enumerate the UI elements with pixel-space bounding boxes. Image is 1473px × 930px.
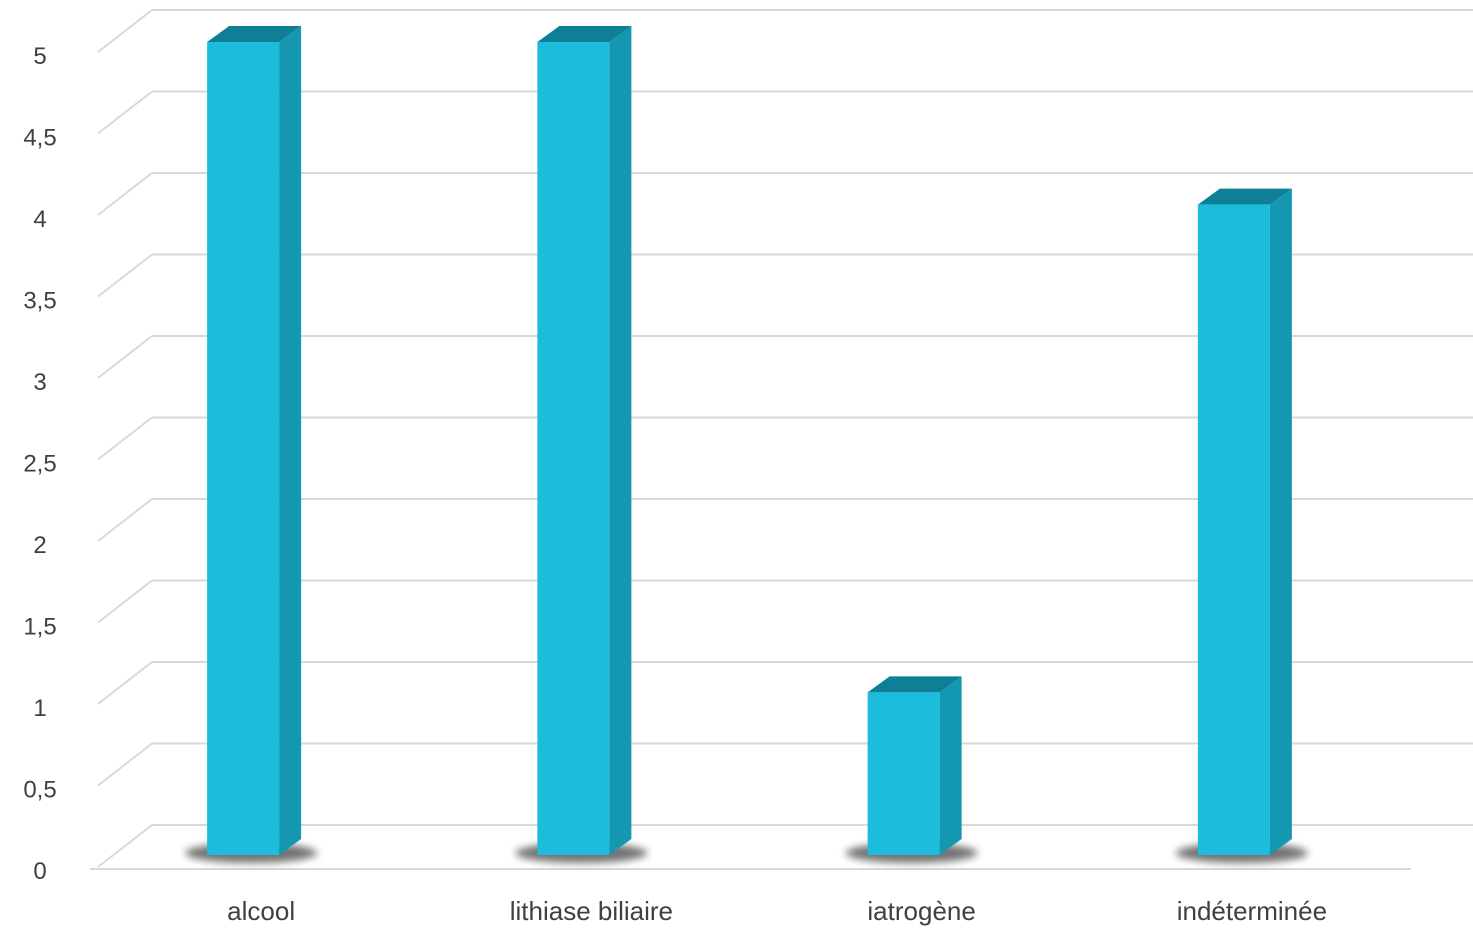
gridline-diagonal bbox=[97, 824, 153, 868]
bar-alcool bbox=[207, 26, 302, 855]
gridline-diagonal bbox=[97, 416, 153, 461]
gridline-diagonal bbox=[97, 661, 153, 705]
gridline-diagonal bbox=[97, 742, 153, 787]
bar-indéterminée bbox=[1197, 188, 1292, 856]
bar-side-face bbox=[1269, 188, 1292, 856]
y-tick-label: 2 bbox=[33, 532, 46, 559]
x-category-label: iatrogène bbox=[867, 896, 975, 926]
bar-front-face bbox=[1197, 204, 1270, 856]
bar-iatrogène bbox=[867, 676, 962, 855]
bar-top-face bbox=[207, 26, 302, 42]
bar-top-face bbox=[867, 676, 962, 693]
y-tick-label: 4 bbox=[33, 206, 46, 233]
gridline-diagonal bbox=[97, 172, 153, 216]
bar-top-face bbox=[1197, 188, 1292, 205]
y-tick-label: 1 bbox=[33, 695, 46, 722]
x-category-label: indéterminée bbox=[1177, 896, 1327, 926]
gridline-diagonal bbox=[97, 498, 153, 542]
gridline-diagonal bbox=[97, 253, 153, 298]
bar-side-face bbox=[279, 26, 302, 855]
x-category-label: lithiase biliaire bbox=[510, 896, 673, 926]
y-tick-label: 4,5 bbox=[23, 125, 56, 152]
bar-front-face bbox=[867, 692, 940, 855]
y-tick-label: 3,5 bbox=[23, 288, 56, 315]
bars bbox=[207, 26, 1292, 856]
bar-side-face bbox=[939, 676, 962, 855]
y-tick-label: 3 bbox=[33, 369, 46, 396]
y-tick-label: 1,5 bbox=[23, 614, 56, 641]
bar-shadows bbox=[185, 843, 1308, 863]
bar-front-face bbox=[537, 42, 610, 855]
y-axis-tick-labels: 0 0,5 1 1,5 2 2,5 3 3,5 4 4,5 5 bbox=[23, 43, 56, 885]
bar-side-face bbox=[609, 26, 632, 855]
bar-front-face bbox=[207, 42, 280, 855]
y-tick-label: 2,5 bbox=[23, 451, 56, 478]
gridline-diagonal bbox=[97, 9, 153, 53]
x-category-label: alcool bbox=[227, 896, 295, 926]
bar-lithiase-biliaire bbox=[537, 26, 632, 855]
x-axis-category-labels: alcool lithiase biliaire iatrogène indéterm… bbox=[227, 896, 1327, 926]
y-tick-label: 0,5 bbox=[23, 777, 56, 804]
gridline-diagonal bbox=[97, 90, 153, 135]
gridline-diagonal bbox=[97, 579, 153, 624]
gridline-diagonal bbox=[97, 335, 153, 379]
y-tick-label: 5 bbox=[33, 43, 46, 70]
bar-top-face bbox=[537, 26, 632, 42]
y-tick-label: 0 bbox=[33, 858, 46, 885]
